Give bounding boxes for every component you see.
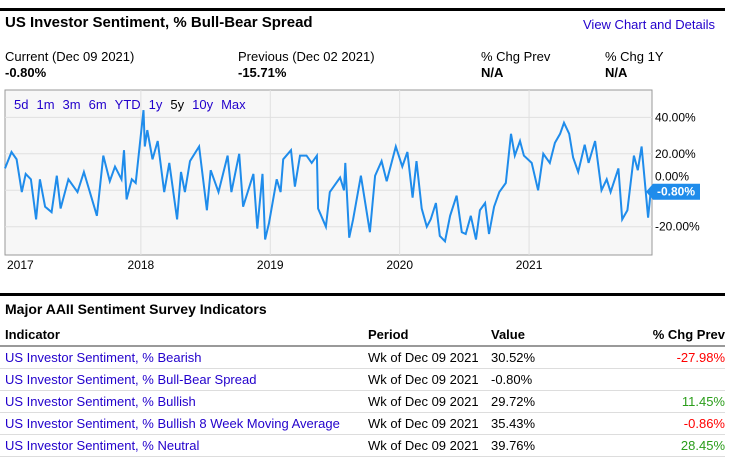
table-title: Major AAII Sentiment Survey Indicators [5, 301, 267, 317]
x-tick-label: 2020 [386, 258, 413, 272]
last-value-marker [646, 183, 700, 200]
col-chg-prev: % Chg Prev [578, 324, 725, 347]
previous-label: Previous (Dec 02 2021) [238, 49, 375, 64]
chg-prev-cell: 11.45% [578, 390, 725, 413]
section-divider [0, 293, 725, 296]
col-period: Period [363, 324, 486, 347]
chg-1y-value: N/A [605, 65, 628, 80]
y-tick-label: 0.00% [655, 170, 689, 184]
page-title: US Investor Sentiment, % Bull-Bear Sprea… [5, 14, 313, 31]
x-tick-label: 2017 [7, 258, 34, 272]
table-row: US Investor Sentiment, % Bull-Bear Sprea… [0, 368, 725, 391]
view-chart-details-link[interactable]: View Chart and Details [583, 17, 715, 32]
range-5y[interactable]: 5y [170, 97, 185, 112]
table-row: US Investor Sentiment, % Bearish Wk of D… [0, 346, 725, 369]
x-tick-label: 2018 [128, 258, 155, 272]
col-indicator: Indicator [0, 324, 363, 347]
range-1y[interactable]: 1y [148, 97, 163, 112]
indicator-link[interactable]: US Investor Sentiment, % Neutral [5, 438, 200, 453]
top-divider [0, 8, 725, 11]
chg-1y-label: % Chg 1Y [605, 49, 664, 64]
period-cell: Wk of Dec 09 2021 [363, 368, 486, 391]
chg-prev-cell: -27.98% [578, 346, 725, 369]
indicator-link[interactable]: US Investor Sentiment, % Bearish [5, 350, 202, 365]
table-row: US Investor Sentiment, % Neutral Wk of D… [0, 434, 725, 457]
current-label: Current (Dec 09 2021) [5, 49, 135, 64]
x-tick-label: 2021 [516, 258, 543, 272]
table-row: US Investor Sentiment, % Bullish 8 Week … [0, 412, 725, 435]
y-tick-label: 20.00% [655, 147, 696, 161]
y-tick-label: -20.00% [655, 220, 700, 234]
previous-value: -15.71% [238, 65, 287, 80]
range-ytd[interactable]: YTD [114, 97, 141, 112]
indicators-table: Indicator Period Value % Chg Prev US Inv… [0, 324, 725, 457]
indicator-link[interactable]: US Investor Sentiment, % Bull-Bear Sprea… [5, 372, 257, 387]
value-cell: 39.76% [486, 434, 579, 457]
indicator-link[interactable]: US Investor Sentiment, % Bullish [5, 394, 196, 409]
range-10y[interactable]: 10y [192, 97, 214, 112]
chg-prev-cell: 28.45% [578, 434, 725, 457]
chg-prev-cell [578, 368, 725, 391]
value-cell: -0.80% [486, 368, 579, 391]
period-cell: Wk of Dec 09 2021 [363, 346, 486, 369]
period-cell: Wk of Dec 09 2021 [363, 434, 486, 457]
range-max[interactable]: Max [221, 97, 246, 112]
chg-prev-cell: -0.86% [578, 412, 725, 435]
indicator-link[interactable]: US Investor Sentiment, % Bullish 8 Week … [5, 416, 340, 431]
current-value: -0.80% [5, 65, 47, 80]
range-1m[interactable]: 1m [36, 97, 55, 112]
sentiment-chart: 40.00% 20.00% 0.00% -20.00% 2017 2018 2019 2020… [4, 89, 700, 272]
range-5d[interactable]: 5d [14, 97, 29, 112]
range-selector: 5d 1m 3m 6m YTD 1y 5y 10y Max [14, 97, 254, 112]
col-value: Value [486, 324, 579, 347]
value-cell: 35.43% [486, 412, 579, 435]
range-3m[interactable]: 3m [62, 97, 81, 112]
table-row: US Investor Sentiment, % Bullish Wk of D… [0, 390, 725, 413]
period-cell: Wk of Dec 09 2021 [363, 390, 486, 413]
value-cell: 29.72% [486, 390, 579, 413]
value-cell: 30.52% [486, 346, 579, 369]
last-value-label: -0.80% [657, 185, 695, 199]
range-6m[interactable]: 6m [88, 97, 107, 112]
period-cell: Wk of Dec 09 2021 [363, 412, 486, 435]
chg-prev-value: N/A [481, 65, 504, 80]
chg-prev-label: % Chg Prev [481, 49, 551, 64]
y-tick-label: 40.00% [655, 110, 696, 124]
x-tick-label: 2019 [257, 258, 284, 272]
